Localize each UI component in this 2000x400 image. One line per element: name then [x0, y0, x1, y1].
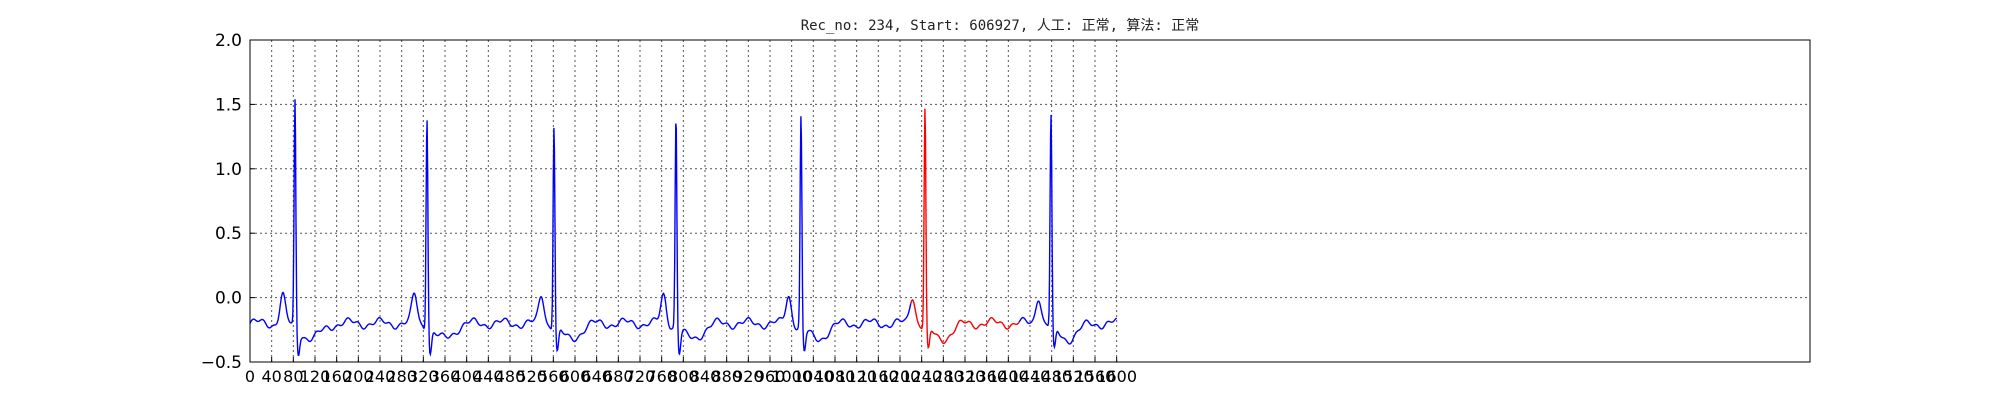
- plot-frame: [249, 39, 1811, 363]
- series-line-1: [249, 99, 912, 357]
- x-tick-label: 1480: [1031, 367, 1072, 386]
- x-tick-label: 80: [283, 367, 303, 386]
- x-tick-label: 920: [733, 367, 764, 386]
- x-tick-label: 480: [495, 367, 526, 386]
- x-tick-label: 240: [365, 367, 396, 386]
- chart-title: Rec_no: 234, Start: 606927, 人工: 正常, 算法: …: [801, 18, 1200, 34]
- x-tick-label: 520: [516, 367, 547, 386]
- x-tick-label: 1360: [966, 367, 1007, 386]
- x-tick-label: 320: [408, 367, 439, 386]
- x-tick-label: 1280: [923, 367, 964, 386]
- x-tick-label: 200: [343, 367, 374, 386]
- x-tick-label: 1400: [988, 367, 1029, 386]
- series-line-2: [910, 108, 1020, 350]
- y-tick-label: 1.5: [215, 95, 242, 115]
- x-tick-label: 360: [430, 367, 461, 386]
- series-line-3: [1018, 114, 1118, 350]
- x-tick-label: 280: [386, 367, 417, 386]
- y-tick-label: 2.0: [215, 31, 242, 51]
- grid: [249, 39, 1810, 363]
- x-tick-label: 120: [300, 367, 331, 386]
- x-ticks: 0 40 8012016020024028032036040044048052056…: [245, 357, 1137, 386]
- x-tick-label: 1040: [793, 367, 834, 386]
- x-tick-label: 1240: [901, 367, 942, 386]
- x-tick-label: 40: [261, 367, 281, 386]
- x-tick-label: 640: [581, 367, 612, 386]
- x-tick-label: 600: [560, 367, 591, 386]
- x-tick-label: 0: [245, 367, 255, 386]
- x-tick-label: 1120: [836, 367, 877, 386]
- x-tick-label: 1000: [771, 367, 812, 386]
- x-tick-label: 400: [451, 367, 482, 386]
- y-tick-label: 0.5: [215, 224, 242, 244]
- x-tick-label: 760: [646, 367, 677, 386]
- x-tick-label: 680: [603, 367, 634, 386]
- x-tick-label: 1520: [1053, 367, 1094, 386]
- x-tick-label: 160: [321, 367, 352, 386]
- y-ticks: 2.0 1.5 1.0 0.5 0.0 −0.5: [201, 31, 255, 373]
- x-tick-label: 840: [690, 367, 721, 386]
- y-tick-label: 0.0: [215, 289, 242, 309]
- x-tick-label: 560: [538, 367, 569, 386]
- x-tick-label: 1080: [815, 367, 856, 386]
- x-tick-label: 1320: [945, 367, 986, 386]
- x-tick-label: 800: [668, 367, 699, 386]
- x-tick-label: 440: [473, 367, 504, 386]
- x-tick-label: 1440: [1010, 367, 1051, 386]
- x-tick-label: 1160: [858, 367, 899, 386]
- series-layer: [249, 99, 1118, 357]
- x-tick-label: 1200: [880, 367, 921, 386]
- x-tick-label: 1600: [1096, 367, 1137, 386]
- y-tick-label: −0.5: [201, 353, 242, 373]
- x-tick-label: 960: [755, 367, 786, 386]
- y-tick-label: 1.0: [215, 160, 242, 180]
- x-tick-label: 880: [711, 367, 742, 386]
- x-tick-label: 1560: [1075, 367, 1116, 386]
- x-tick-label: 720: [625, 367, 656, 386]
